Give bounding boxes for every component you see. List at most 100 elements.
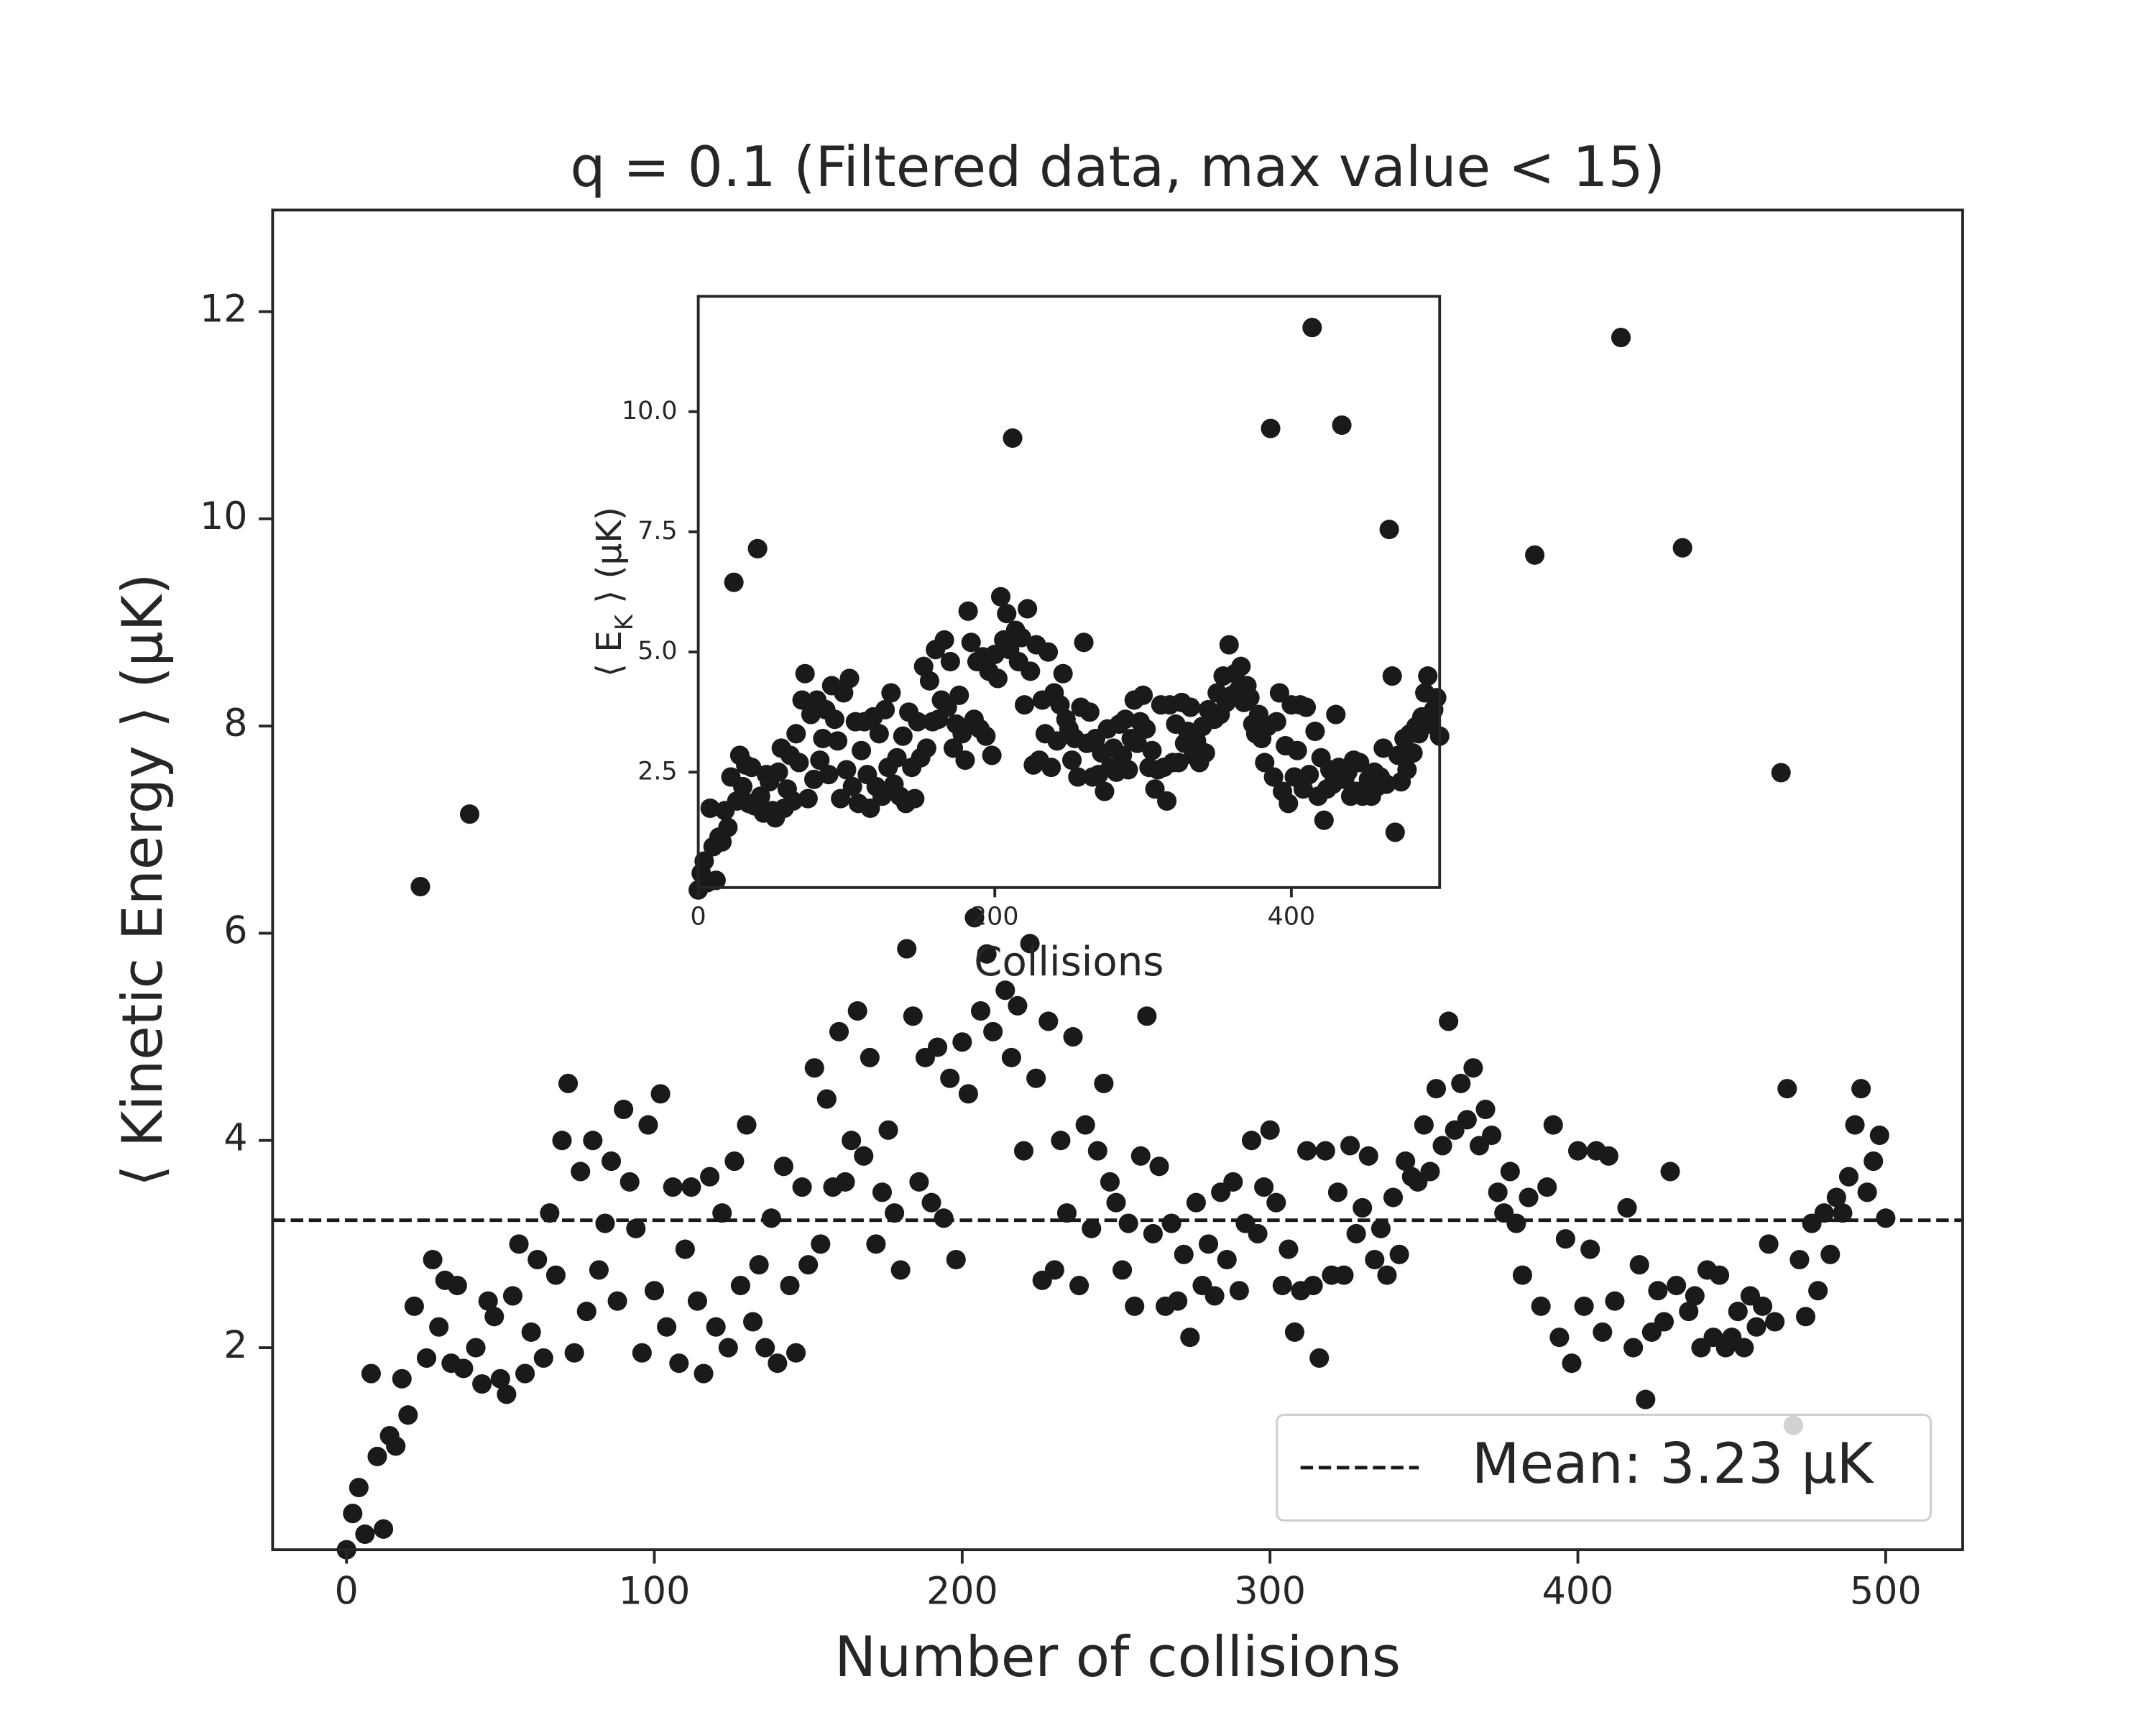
- point: [819, 765, 839, 785]
- point: [1358, 1146, 1378, 1166]
- point: [742, 758, 762, 778]
- point: [1018, 599, 1038, 619]
- x-tick-label: 0: [691, 902, 706, 931]
- point: [1020, 934, 1040, 954]
- point: [595, 1213, 615, 1233]
- point: [1127, 733, 1147, 753]
- point: [528, 1249, 548, 1270]
- point: [1180, 1328, 1200, 1348]
- point: [842, 1131, 862, 1151]
- point: [571, 1162, 591, 1182]
- point: [1672, 538, 1692, 558]
- point: [1537, 1177, 1557, 1197]
- point: [718, 1338, 738, 1358]
- point: [1061, 750, 1082, 770]
- point: [1118, 760, 1138, 780]
- point: [860, 798, 880, 819]
- point: [1279, 794, 1299, 814]
- point: [1340, 1136, 1360, 1156]
- point: [558, 1073, 579, 1093]
- point: [854, 1146, 874, 1166]
- point: [515, 1363, 535, 1384]
- point: [644, 1281, 665, 1301]
- point: [1014, 695, 1035, 715]
- x-tick-label: 300: [1234, 1570, 1306, 1613]
- point: [1605, 1291, 1625, 1311]
- point: [983, 1021, 1003, 1041]
- point: [1370, 1218, 1391, 1238]
- point: [860, 1047, 880, 1067]
- point: [706, 1317, 726, 1337]
- point: [1414, 1115, 1434, 1135]
- point: [1845, 1115, 1865, 1135]
- point: [1044, 1260, 1064, 1280]
- point: [1389, 1244, 1409, 1264]
- point: [816, 1089, 837, 1109]
- point: [1420, 1162, 1440, 1182]
- point: [1095, 781, 1115, 801]
- point: [1284, 1322, 1305, 1342]
- point: [921, 1192, 941, 1213]
- point: [881, 683, 901, 703]
- point: [1648, 1281, 1668, 1301]
- point: [919, 671, 940, 691]
- point: [669, 1353, 689, 1374]
- point: [1254, 1177, 1274, 1197]
- point: [1432, 1136, 1452, 1156]
- point: [484, 1307, 505, 1327]
- point: [490, 1368, 510, 1389]
- point: [872, 1182, 893, 1202]
- point: [1439, 1011, 1459, 1031]
- point: [1376, 774, 1396, 794]
- point: [872, 786, 893, 806]
- point: [1451, 1073, 1471, 1093]
- point: [1013, 1141, 1034, 1161]
- point: [893, 726, 913, 746]
- point: [837, 760, 857, 780]
- point: [813, 728, 833, 749]
- point: [780, 1275, 800, 1296]
- point: [1814, 1203, 1834, 1223]
- point: [1169, 753, 1189, 773]
- point: [1593, 1322, 1613, 1342]
- point: [1525, 545, 1545, 565]
- point: [1636, 1389, 1656, 1409]
- point: [374, 1519, 394, 1539]
- point: [890, 1260, 911, 1280]
- point: [1385, 822, 1405, 842]
- point: [1074, 632, 1094, 653]
- point: [976, 726, 996, 746]
- point: [1771, 763, 1791, 783]
- point: [1426, 1079, 1447, 1099]
- point: [1383, 1187, 1404, 1208]
- x-tick-label: 100: [619, 1570, 691, 1613]
- y-tick-label: 2: [224, 1324, 247, 1367]
- point: [1087, 1141, 1107, 1161]
- point: [1500, 1162, 1520, 1182]
- point: [747, 538, 768, 558]
- point: [1332, 415, 1352, 436]
- point: [1820, 1244, 1841, 1264]
- point: [1266, 712, 1286, 732]
- point: [1346, 1223, 1366, 1244]
- point: [392, 1368, 412, 1389]
- point: [1826, 1187, 1846, 1208]
- point: [1143, 1223, 1163, 1244]
- point: [732, 776, 753, 796]
- point: [416, 1348, 437, 1368]
- point: [1079, 702, 1100, 722]
- point: [1457, 1110, 1477, 1130]
- x-tick-label: 400: [1542, 1570, 1614, 1613]
- point: [743, 1312, 763, 1332]
- point: [453, 1358, 474, 1379]
- point: [875, 699, 895, 719]
- point: [1710, 1265, 1730, 1285]
- point: [1056, 1203, 1077, 1223]
- point: [1248, 1223, 1268, 1244]
- point: [1051, 1131, 1071, 1151]
- point: [1136, 719, 1156, 739]
- point: [533, 1348, 553, 1368]
- point: [783, 791, 803, 811]
- point: [447, 1275, 467, 1296]
- point: [768, 762, 788, 782]
